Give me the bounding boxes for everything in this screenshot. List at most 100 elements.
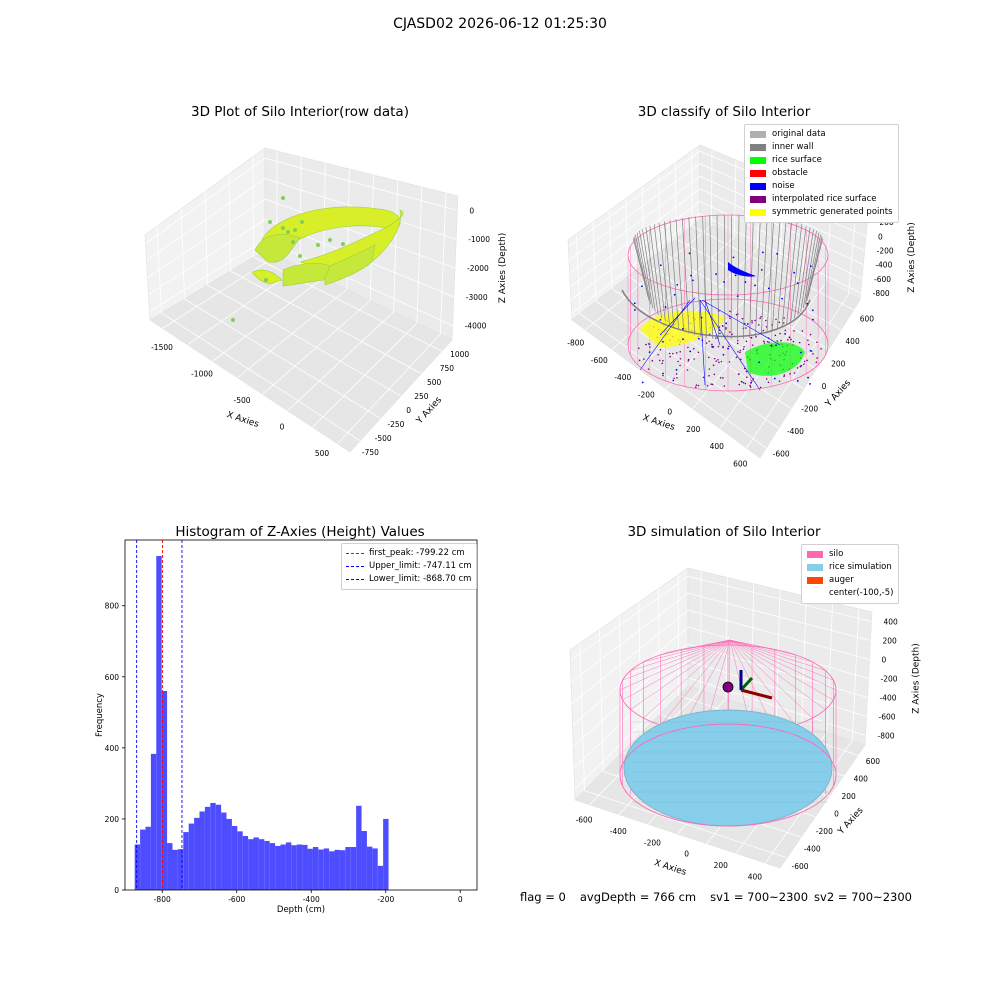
classify-inner-wall-line — [649, 225, 662, 319]
simulation-ztick-label: -800 — [878, 732, 895, 741]
classify-interpolated-point — [779, 332, 781, 335]
histogram-bar — [237, 831, 243, 890]
classify-inner-wall-line — [639, 230, 654, 309]
classify-interpolated-point — [713, 373, 716, 376]
classify-inner-wall-line — [755, 216, 761, 337]
classify-3d-plot: -800 -600 -400 -200 0 200 400 600 -600 -400 -200 0 2… — [567, 144, 917, 468]
classify-inner-wall-line — [802, 230, 817, 309]
classify-noise-point — [633, 302, 636, 305]
classify-interpolated-point — [658, 359, 661, 362]
classify-inner-wall-line — [633, 236, 649, 297]
classify-noise-point — [662, 340, 664, 343]
histogram-bar — [188, 823, 195, 890]
classify-xtick-label: 600 — [733, 459, 748, 468]
histogram-ytick-label: 400 — [105, 744, 120, 753]
classify-interpolated-point — [694, 386, 697, 389]
histogram-plot-area — [125, 540, 477, 890]
classify-interpolated-point — [816, 357, 818, 359]
classify-grid-y — [733, 159, 737, 238]
classify-interpolated-point — [745, 340, 748, 343]
simulation-silo-roof-line — [729, 639, 813, 719]
raw-ztick-label: 0 — [469, 206, 474, 215]
histogram-bar — [248, 839, 254, 890]
histogram-xtick-label: -400 — [303, 895, 320, 904]
simulation-silo-roof-line — [622, 639, 731, 681]
histogram-bar — [383, 818, 389, 890]
raw-grid-x-floor — [230, 270, 422, 374]
simulation-3d-plot: -600-400-2000200400-600-400-200020040060… — [569, 567, 922, 881]
classify-noise-point — [648, 351, 651, 354]
raw-ytick-label: -500 — [375, 434, 392, 443]
raw-data-point — [293, 228, 297, 232]
simulation-ytick-label: -200 — [816, 827, 833, 836]
classify-interpolated-point — [762, 329, 765, 332]
simulation-ytick-label: 400 — [854, 774, 869, 783]
classify-interpolated-point — [808, 343, 810, 346]
classify-noise-point — [760, 268, 763, 271]
raw-grid-z — [147, 198, 456, 278]
classify-noise-point — [809, 349, 812, 352]
classify-interpolated-point — [815, 361, 818, 364]
classify-grid-x — [641, 186, 645, 264]
raw-xtick-label: 500 — [315, 449, 330, 458]
classify-noise-point — [712, 345, 715, 348]
classify-inner-wall-line — [771, 219, 781, 332]
histogram-xlabel: Depth (cm) — [277, 905, 325, 915]
simulation-silo-roof-line — [643, 639, 731, 663]
classify-noise-point — [675, 368, 678, 371]
classify-interpolated-point — [820, 347, 822, 350]
classify-interpolated-point — [741, 317, 744, 320]
classify-inner-wall-line — [669, 220, 680, 330]
classify-interpolated-point — [718, 361, 720, 364]
classify-grid-y-floor — [692, 271, 804, 409]
classify-interpolated-point — [790, 338, 792, 341]
histogram-bar — [199, 811, 205, 890]
simulation-grid-z — [570, 575, 872, 662]
classify-interpolated-point — [765, 378, 768, 380]
center-marker — [722, 681, 734, 693]
classify-interpolated-point — [686, 369, 689, 371]
raw-surface-cloud — [251, 269, 283, 285]
classify-noise-point — [691, 279, 694, 282]
classify-ytick-label: 400 — [845, 337, 860, 346]
legend-item-noise: noise — [750, 180, 893, 193]
simulation-silo-roof-line — [729, 639, 796, 726]
classify-noise-point — [736, 295, 739, 298]
classify-interpolated-point — [679, 364, 681, 367]
classify-noise-point — [773, 377, 776, 380]
classify-interpolated-point — [722, 345, 724, 348]
classify-ztick-label: -800 — [873, 289, 890, 298]
classify-noise-point — [690, 274, 692, 277]
status-line: flag = 0 avgDepth = 766 cm sv1 = 700~2300 s… — [520, 890, 926, 904]
raw-ztick-label: -4000 — [465, 322, 487, 331]
classify-interpolated-point — [672, 352, 674, 355]
raw-plot-title: 3D Plot of Silo Interior(row data) — [191, 104, 409, 120]
classify-interpolated-point — [673, 377, 675, 380]
classify-noise-point — [740, 380, 743, 383]
simulation-silo-roof-line — [660, 639, 731, 656]
classify-interpolated-point — [645, 343, 647, 346]
simulation-zlabel: Z Axies (Depth) — [912, 643, 922, 714]
classify-interpolated-point — [738, 373, 740, 375]
classify-interpolated-point — [793, 330, 795, 332]
classify-interpolated-point — [743, 345, 745, 348]
classify-grid-y — [848, 209, 857, 295]
classify-interpolated-point — [735, 356, 738, 359]
classify-interpolated-point — [729, 317, 731, 320]
classify-noise-point — [734, 274, 737, 277]
histogram-bar — [177, 849, 184, 890]
classify-noise-point — [800, 364, 803, 367]
classify-noise-point — [673, 293, 676, 296]
histogram-bar — [345, 847, 351, 890]
histogram-bar — [329, 851, 335, 890]
raw-surface-cloud — [324, 244, 376, 286]
histogram-bar — [280, 844, 286, 890]
classify-grid-x — [608, 210, 613, 289]
classify-interpolated-point — [738, 383, 741, 386]
classify-noise-point — [659, 264, 662, 267]
classify-noise-point — [784, 332, 786, 335]
simulation-silo-roof-line — [643, 639, 731, 719]
classify-interpolated-point — [715, 360, 718, 362]
classify-noise-point — [809, 383, 811, 385]
classify-inner-wall-line — [760, 217, 768, 336]
